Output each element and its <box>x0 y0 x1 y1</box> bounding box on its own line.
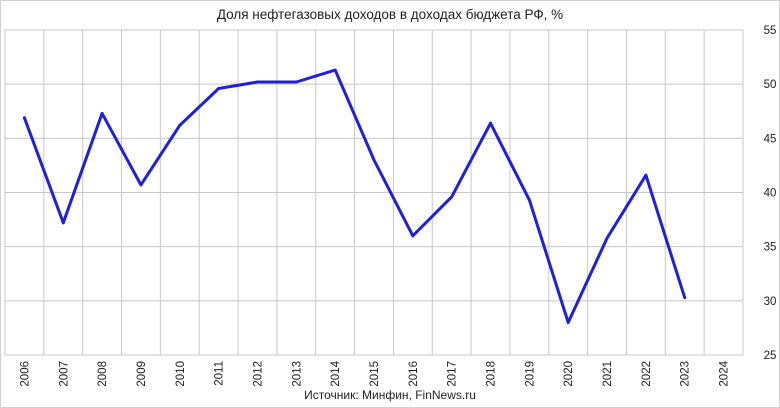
data-point <box>566 321 570 324</box>
data-point <box>23 116 26 120</box>
x-tick-label: 2021 <box>602 361 614 387</box>
x-tick-label: 2015 <box>369 361 381 387</box>
chart-title: Доля нефтегазовых доходов в доходах бюдж… <box>216 7 564 22</box>
x-tick-label: 2024 <box>719 360 731 386</box>
x-tick-label: 2020 <box>563 361 575 387</box>
x-tick-label: 2019 <box>524 361 536 387</box>
data-point <box>489 121 492 125</box>
data-point <box>605 236 609 240</box>
y-tick-label: 30 <box>764 296 777 308</box>
data-point <box>411 234 415 238</box>
x-tick-label: 2022 <box>641 361 653 387</box>
data-point <box>294 80 298 84</box>
data-point <box>100 112 104 115</box>
y-tick-label: 50 <box>764 79 777 91</box>
data-point <box>372 158 376 162</box>
series-line <box>22 68 687 324</box>
source-note: Источник: Минфин, FinNews.ru <box>304 388 476 402</box>
x-tick-label: 2023 <box>680 361 692 387</box>
y-tick-label: 45 <box>764 133 777 145</box>
x-tick-label: 2008 <box>97 361 109 387</box>
data-point <box>139 183 143 187</box>
x-tick-label: 2014 <box>330 360 342 386</box>
x-tick-label: 2013 <box>291 361 303 387</box>
y-tick-label: 35 <box>764 242 777 254</box>
data-point <box>450 195 454 199</box>
data-point <box>683 296 687 299</box>
x-tick-label: 2007 <box>58 361 70 387</box>
data-point <box>178 123 182 127</box>
y-tick-label: 40 <box>764 188 777 200</box>
data-point <box>527 198 531 202</box>
data-point <box>644 173 648 177</box>
data-point <box>61 221 65 225</box>
data-point <box>333 68 337 72</box>
x-tick-label: 2010 <box>175 361 187 387</box>
x-tick-label: 2017 <box>447 361 459 387</box>
x-tick-label: 2016 <box>408 361 420 387</box>
y-tick-label: 55 <box>764 25 777 37</box>
x-tick-label: 2012 <box>252 361 264 387</box>
y-tick-label: 25 <box>764 350 777 362</box>
x-tick-label: 2018 <box>486 361 498 387</box>
x-tick-label: 2011 <box>214 361 226 386</box>
x-tick-label: 2009 <box>136 361 148 387</box>
data-point <box>217 87 221 90</box>
data-point <box>256 80 259 84</box>
x-tick-label: 2006 <box>19 361 31 387</box>
